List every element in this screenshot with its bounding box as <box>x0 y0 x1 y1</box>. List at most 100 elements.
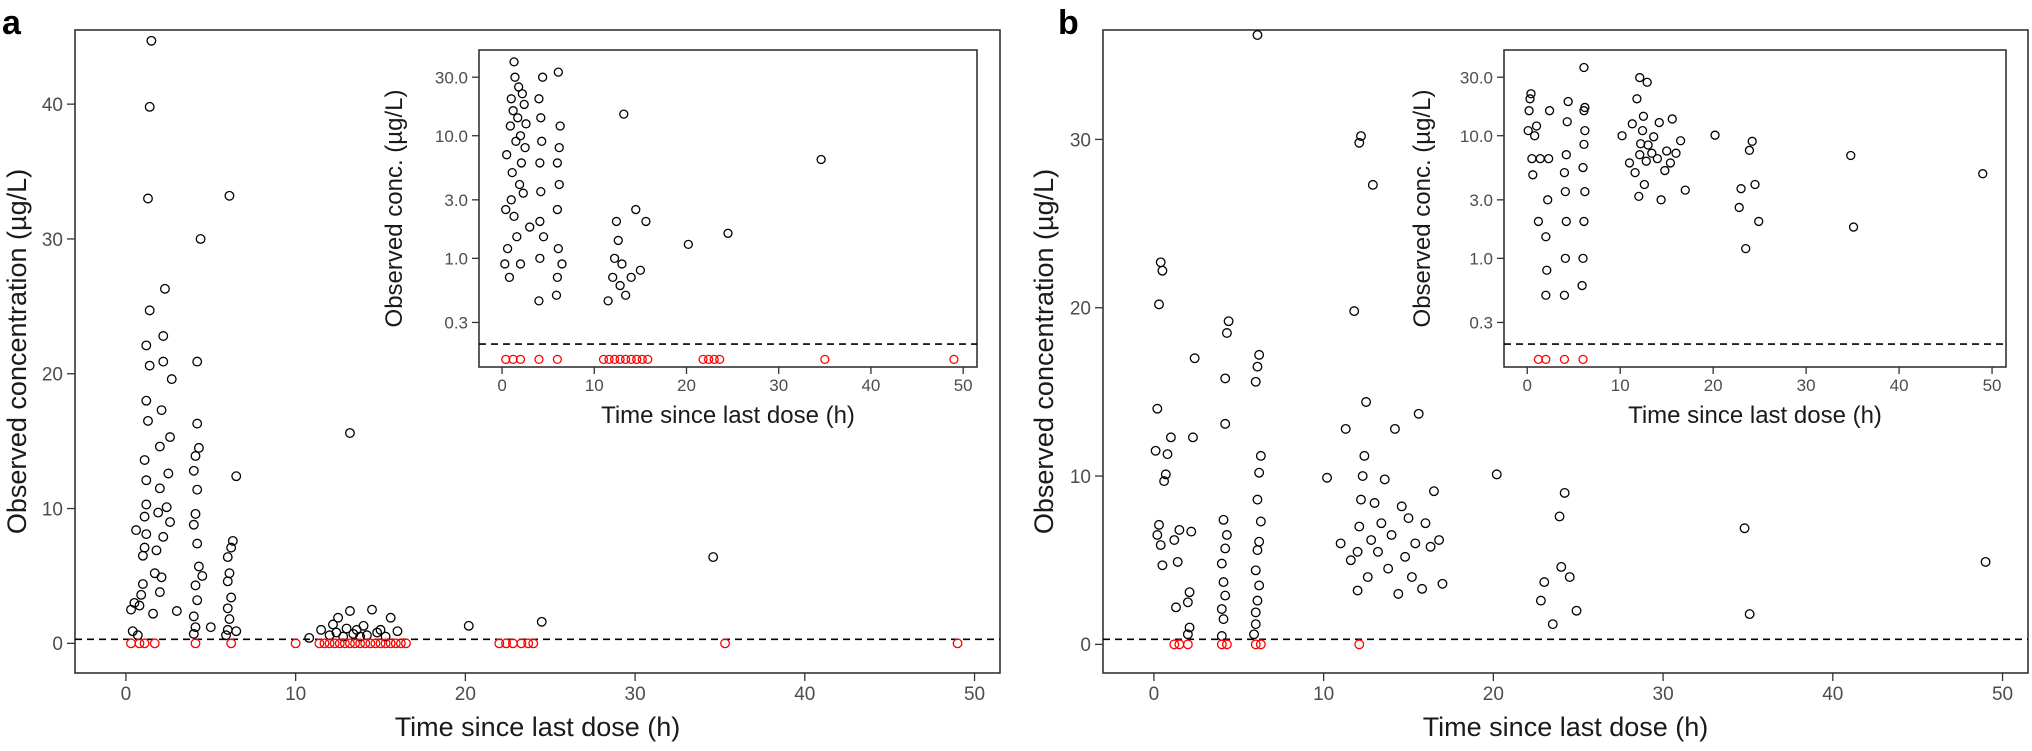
main-a-data-point <box>148 608 159 619</box>
inset-a-data-point <box>603 296 613 306</box>
inset-a-x-tick-label: 0 <box>497 376 506 395</box>
inset-b-data-point <box>1544 106 1555 116</box>
inset-b-data-point <box>1542 265 1552 275</box>
main-b-x-tick-label: 0 <box>1149 684 1160 705</box>
panel-label-a: a <box>2 4 22 42</box>
inset-b-x-tick-label: 30 <box>1797 376 1816 395</box>
inset-b-x-tick-label: 10 <box>1611 376 1630 395</box>
main-a-data-point <box>160 283 170 294</box>
inset-b-data-point <box>1563 96 1573 107</box>
main-a-x-tick-label: 20 <box>455 684 476 705</box>
main-a-data-point <box>197 570 208 581</box>
main-a-y-tick-label: 10 <box>42 499 63 520</box>
inset-b-plot-frame <box>1503 49 2007 368</box>
main-b-data-point <box>1425 541 1436 552</box>
main-b-data-point <box>1252 30 1263 40</box>
inset-a-x-tick-label: 20 <box>677 376 696 395</box>
main-a-data-point <box>192 418 203 429</box>
main-b-y-tick-label: 0 <box>1080 635 1091 656</box>
main-a-y-tick-label: 0 <box>52 634 63 655</box>
main-b-data-point <box>1157 560 1168 571</box>
main-a-data-point <box>143 193 153 204</box>
main-b-x-tick-label: 10 <box>1313 684 1334 705</box>
main-b-data-point <box>1539 577 1550 588</box>
main-b-data-point <box>1535 595 1546 606</box>
main-b-data-point <box>1254 467 1265 478</box>
inset-a-data-point <box>641 216 651 227</box>
inset-a-y-tick-label: 10.0 <box>435 127 468 146</box>
inset-b-data-point <box>1642 77 1652 87</box>
main-a-y-tick-label: 30 <box>42 230 63 251</box>
main-b-data-point <box>1152 403 1163 414</box>
inset-a-data-point <box>635 265 646 275</box>
main-b-data-point <box>1171 602 1181 613</box>
main-a-censored-point <box>190 638 201 649</box>
inset-b-data-point <box>1543 195 1553 205</box>
main-b-censored-point <box>1250 639 1261 650</box>
main-a-data-point <box>163 468 174 479</box>
inset-a-censored-point <box>620 354 631 365</box>
inset-a-censored-point <box>709 354 719 365</box>
main-a-censored-point <box>390 638 401 649</box>
inset-b-data-point <box>1630 167 1640 178</box>
main-b-points <box>1150 30 1991 650</box>
main-b-data-point <box>1220 373 1231 384</box>
main-b-y-axis-title: Observed concentration (µg/L) <box>1029 169 1059 534</box>
inset-b-data-point <box>1734 202 1744 213</box>
main-a-data-point <box>222 552 233 563</box>
inset-b-data-point <box>1530 131 1540 141</box>
main-b-data-point <box>1182 629 1193 640</box>
main-a-data-point <box>304 633 315 643</box>
main-b-data-point <box>1564 572 1575 583</box>
main-b-data-point <box>1744 609 1755 620</box>
main-b-data-point <box>1403 513 1414 524</box>
main-b-data-point <box>1322 472 1332 483</box>
inset-b-data-point <box>1526 89 1536 99</box>
main-b-data-point <box>1165 432 1176 443</box>
main-b-data-point <box>1254 349 1265 360</box>
main-a-data-point <box>144 101 155 112</box>
main-b-censored-point <box>1169 639 1180 650</box>
inset-b-censored-point <box>1578 354 1588 365</box>
main-a-censored-point <box>139 638 150 649</box>
main-b-data-point <box>1255 516 1266 527</box>
inset-a-censored-point <box>515 354 526 365</box>
inset-b-data-point <box>1747 136 1757 146</box>
main-b-data-point <box>1174 524 1185 535</box>
inset-a-data-point <box>506 195 516 205</box>
inset-a-data-point <box>553 243 563 254</box>
main-a-data-point <box>316 624 327 635</box>
main-b-data-point <box>1189 353 1200 364</box>
inset-b-data-point <box>1632 94 1642 104</box>
main-a-data-point <box>708 552 719 563</box>
inset-b-data-point <box>1559 167 1570 178</box>
inset-a-data-point <box>619 109 629 119</box>
inset-b-censored-point <box>1541 354 1551 365</box>
main-a-data-point <box>345 428 355 439</box>
inset-a-data-point <box>554 179 564 190</box>
main-b-data-point <box>1188 432 1198 443</box>
inset-b-data-point <box>1846 150 1856 161</box>
main-a-data-point <box>166 374 177 385</box>
main-a-data-point <box>188 611 199 622</box>
inset-a: 0 10 20 30 40 50 0.3 1.0 3.0 10.0 30.0 Time since l… <box>381 49 978 429</box>
inset-a-censored-point <box>552 354 563 365</box>
inset-a-censored-point <box>643 354 653 365</box>
main-a-x-tick-label: 10 <box>285 684 306 705</box>
main-a-censored-point <box>324 638 335 649</box>
main-b-data-point <box>1393 588 1404 599</box>
main-a-data-point <box>463 620 474 631</box>
main-b-data-point <box>1221 328 1232 338</box>
inset-b-data-point <box>1533 216 1544 227</box>
inset-b-data-point <box>1667 114 1677 124</box>
main-b-data-point <box>1218 514 1229 525</box>
main-a-censored-point <box>720 638 730 649</box>
main-a-censored-point <box>370 638 381 649</box>
inset-b-points <box>1523 62 1988 365</box>
inset-a-data-point <box>509 57 519 67</box>
inset-a-data-point <box>511 136 521 146</box>
main-a-data-point <box>141 340 152 351</box>
inset-a-data-point <box>535 158 545 168</box>
main-b-data-point <box>1184 622 1195 633</box>
main-b-data-point <box>1216 604 1227 614</box>
